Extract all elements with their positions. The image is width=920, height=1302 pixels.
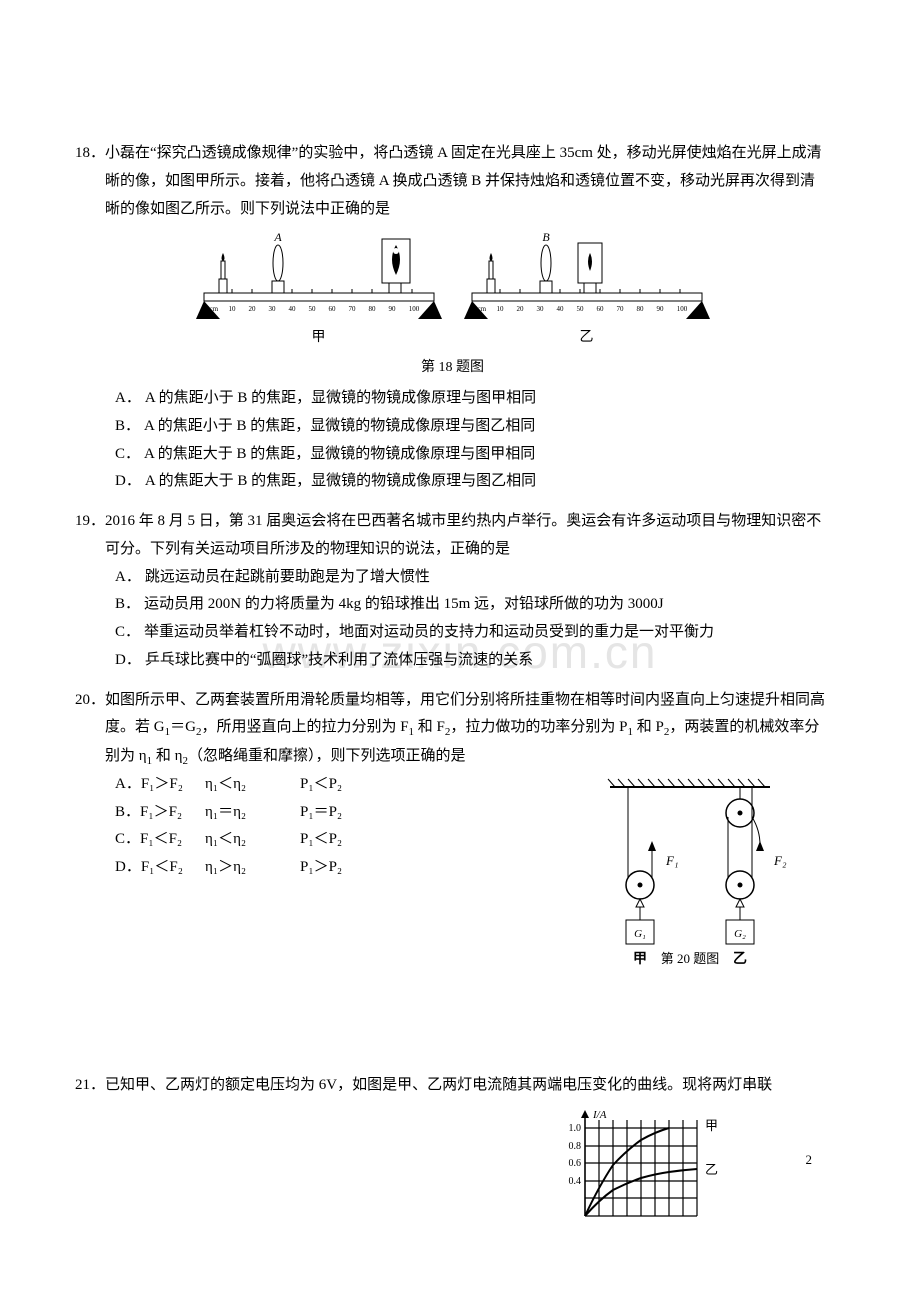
- q20-G2-label: G₂: [734, 928, 746, 940]
- svg-text:60: 60: [328, 305, 336, 313]
- svg-text:80: 80: [636, 305, 644, 313]
- question-18: 18． 小磊在“探究凸透镜成像规律”的实验中，将凸透镜 A 固定在光具座上 35…: [75, 140, 830, 496]
- svg-text:70: 70: [348, 305, 356, 313]
- q21-chart: I/A 1.0 0.8 0.6 0.4 甲: [555, 1108, 720, 1228]
- q19-optD: 乒乓球比赛中的“弧圈球”技术利用了流体压强与流速的关系: [145, 647, 830, 675]
- q19-optB-key: B．: [115, 591, 140, 619]
- svg-text:0.4: 0.4: [569, 1176, 582, 1187]
- q19-number: 19．: [75, 508, 105, 564]
- q21-stem: 已知甲、乙两灯的额定电压均为 6V，如图是甲、乙两灯电流随其两端电压变化的曲线。…: [105, 1072, 830, 1100]
- q18-figure: 0cm 10 20 30 40 50 60 70 80 90 100: [75, 231, 830, 351]
- svg-text:50: 50: [308, 305, 316, 313]
- q18-optA: A 的焦距小于 B 的焦距，显微镜的物镜成像原理与图甲相同: [145, 385, 830, 413]
- q20-caption: 第 20 题图: [661, 951, 720, 966]
- bench-yi-label: 乙: [462, 325, 712, 351]
- q18-optD: A 的焦距大于 B 的焦距，显微镜的物镜成像原理与图乙相同: [145, 468, 830, 496]
- svg-text:20: 20: [516, 305, 524, 313]
- q18-caption: 第 18 题图: [75, 355, 830, 381]
- q18-optC: A 的焦距大于 B 的焦距，显微镜的物镜成像原理与图甲相同: [144, 441, 830, 469]
- svg-text:10: 10: [496, 305, 504, 313]
- q19-optB: 运动员用 200N 的力将质量为 4kg 的铅球推出 15m 远，对铅球所做的功…: [144, 591, 830, 619]
- svg-text:B: B: [542, 231, 550, 244]
- svg-text:30: 30: [536, 305, 544, 313]
- svg-text:1.0: 1.0: [569, 1123, 582, 1134]
- question-19: 19． 2016 年 8 月 5 日，第 31 届奥运会将在巴西著名城市里约热内…: [75, 508, 830, 675]
- q19-optC-key: C．: [115, 619, 140, 647]
- svg-text:90: 90: [388, 305, 396, 313]
- svg-text:A: A: [273, 231, 282, 244]
- q21-number: 21．: [75, 1072, 105, 1100]
- svg-text:60: 60: [596, 305, 604, 313]
- q19-optD-key: D．: [115, 647, 141, 675]
- q19-optA-key: A．: [115, 564, 141, 592]
- svg-text:0cm: 0cm: [473, 305, 486, 313]
- q18-optD-key: D．: [115, 468, 141, 496]
- q18-optA-key: A．: [115, 385, 141, 413]
- q20-jia-label: 甲: [633, 951, 647, 967]
- svg-text:100: 100: [408, 305, 419, 313]
- svg-text:10: 10: [228, 305, 236, 313]
- question-20: 20． 如图所示甲、乙两套装置所用滑轮质量均相等，用它们分别将所挂重物在相等时间…: [75, 687, 830, 970]
- q20-F2-label: F₂: [773, 853, 787, 868]
- svg-text:40: 40: [556, 305, 564, 313]
- svg-text:40: 40: [288, 305, 296, 313]
- svg-text:70: 70: [616, 305, 624, 313]
- svg-text:100: 100: [676, 305, 687, 313]
- question-21: 21． 已知甲、乙两灯的额定电压均为 6V，如图是甲、乙两灯电流随其两端电压变化…: [75, 1072, 830, 1228]
- q18-optC-key: C．: [115, 441, 140, 469]
- svg-text:0.8: 0.8: [569, 1141, 582, 1152]
- q20-stem: 如图所示甲、乙两套装置所用滑轮质量均相等，用它们分别将所挂重物在相等时间内竖直向…: [105, 687, 830, 771]
- q18-optB-key: B．: [115, 413, 140, 441]
- svg-text:0cm: 0cm: [205, 305, 218, 313]
- bench-jia-label: 甲: [194, 325, 444, 351]
- q20-options-table: A．F₁＞F₂η₁＜η₂P₁＜P₂ B．F₁＞F₂η₁＝η₂P₁＝P₂ C．F₁…: [75, 771, 380, 882]
- q20-G1-label: G₁: [634, 928, 646, 940]
- svg-text:甲: 甲: [705, 1118, 718, 1133]
- svg-text:50: 50: [576, 305, 584, 313]
- svg-text:0.6: 0.6: [569, 1158, 582, 1169]
- svg-text:I/A: I/A: [592, 1109, 607, 1121]
- optical-bench-yi: 0cm 10 20 30 40 50 60 70 80 90 100: [462, 231, 712, 323]
- svg-text:乙: 乙: [705, 1162, 718, 1177]
- q18-stem: 小磊在“探究凸透镜成像规律”的实验中，将凸透镜 A 固定在光具座上 35cm 处…: [105, 140, 830, 223]
- q19-stem: 2016 年 8 月 5 日，第 31 届奥运会将在巴西著名城市里约热内卢举行。…: [105, 508, 830, 564]
- svg-text:20: 20: [248, 305, 256, 313]
- q18-optB: A 的焦距小于 B 的焦距，显微镜的物镜成像原理与图乙相同: [144, 413, 830, 441]
- q20-yi-label: 乙: [733, 951, 747, 967]
- q18-number: 18．: [75, 140, 105, 223]
- svg-text:80: 80: [368, 305, 376, 313]
- q20-F1-label: F₁: [665, 853, 678, 868]
- q19-optC: 举重运动员举着杠铃不动时，地面对运动员的支持力和运动员受到的重力是一对平衡力: [144, 619, 830, 647]
- optical-bench-jia: 0cm 10 20 30 40 50 60 70 80 90 100: [194, 231, 444, 323]
- q20-number: 20．: [75, 687, 105, 771]
- q20-figure: F₁ G₁ 甲: [580, 771, 830, 970]
- q19-optA: 跳远运动员在起跳前要助跑是为了增大惯性: [145, 564, 830, 592]
- svg-text:30: 30: [268, 305, 276, 313]
- svg-text:90: 90: [656, 305, 664, 313]
